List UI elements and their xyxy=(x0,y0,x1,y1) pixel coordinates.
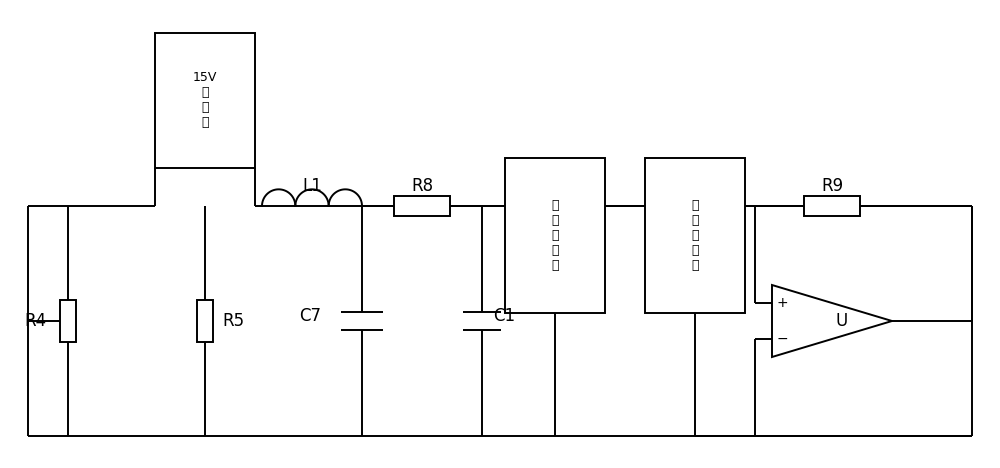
Text: L1: L1 xyxy=(302,177,322,195)
Text: R8: R8 xyxy=(411,177,433,195)
Bar xyxy=(197,300,213,342)
Bar xyxy=(505,158,605,313)
Text: R4: R4 xyxy=(24,312,46,330)
Bar xyxy=(155,33,255,168)
Bar xyxy=(60,300,76,342)
Bar xyxy=(394,196,450,216)
Text: 15V
电
流
源: 15V 电 流 源 xyxy=(193,72,217,130)
Text: U: U xyxy=(836,312,848,330)
Text: R5: R5 xyxy=(222,312,244,330)
Text: 电
流
转
换
器: 电 流 转 换 器 xyxy=(691,199,699,272)
Text: +: + xyxy=(776,296,788,310)
Text: C1: C1 xyxy=(493,307,515,325)
Text: C7: C7 xyxy=(299,307,321,325)
Text: −: − xyxy=(776,332,788,346)
Text: R9: R9 xyxy=(821,177,843,195)
Bar xyxy=(804,196,860,216)
Text: 电
压
转
换
器: 电 压 转 换 器 xyxy=(551,199,559,272)
Bar xyxy=(645,158,745,313)
